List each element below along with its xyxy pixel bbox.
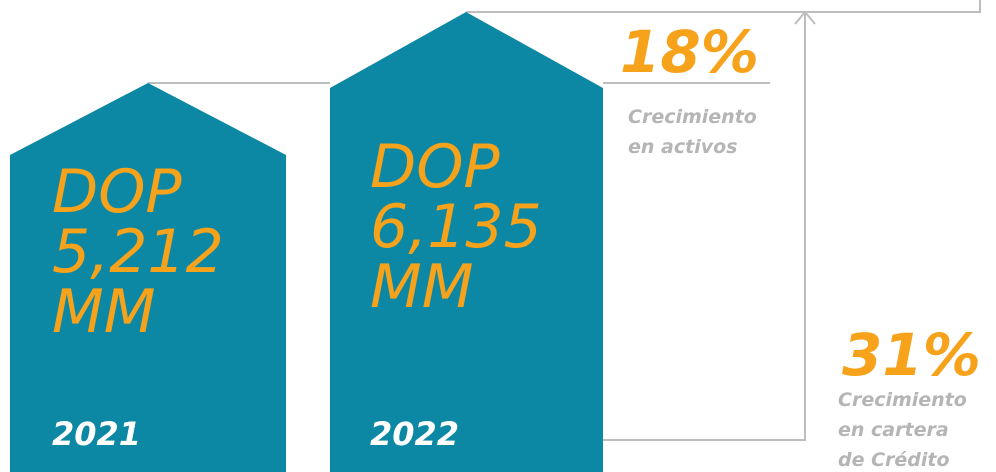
currency: DOP bbox=[52, 157, 182, 227]
block bbox=[330, 12, 603, 472]
block bbox=[10, 83, 286, 472]
amount: 5,212 bbox=[52, 217, 224, 287]
growth-label: en activos bbox=[628, 136, 737, 158]
growth-label: de Crédito bbox=[838, 449, 950, 471]
unit: MM bbox=[370, 252, 474, 322]
amount: 6,135 bbox=[370, 192, 542, 262]
year: 2021 bbox=[52, 415, 141, 453]
growth-label: Crecimiento bbox=[838, 389, 967, 411]
arrow-head bbox=[794, 10, 816, 25]
growth-label: Crecimiento bbox=[628, 106, 757, 128]
unit: MM bbox=[52, 277, 156, 347]
year: 2022 bbox=[370, 415, 459, 453]
growth-value: 31% bbox=[842, 321, 981, 389]
growth-value: 18% bbox=[620, 18, 759, 86]
growth-label: en cartera bbox=[838, 419, 949, 441]
currency: DOP bbox=[370, 132, 500, 202]
connector bbox=[466, 0, 981, 13]
